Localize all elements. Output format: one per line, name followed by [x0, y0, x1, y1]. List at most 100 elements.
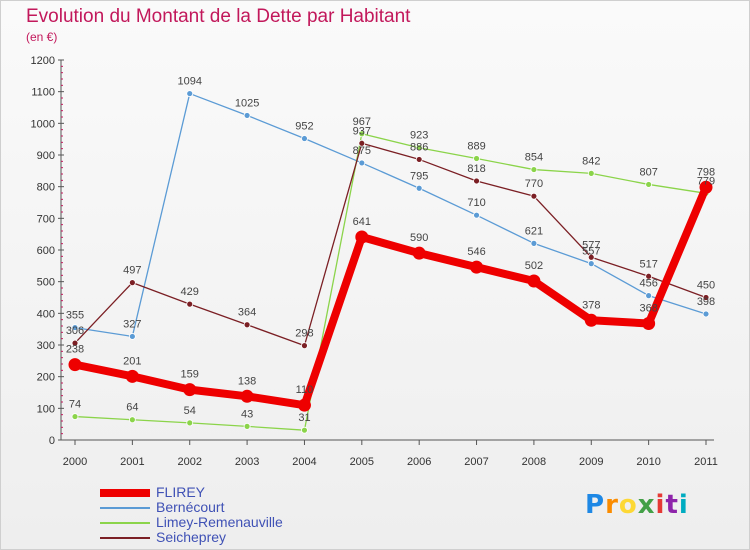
y-tick-label: 400 — [37, 308, 55, 320]
x-tick-label: 2011 — [694, 456, 718, 468]
data-label-seicheprey: 770 — [525, 178, 543, 190]
data-label-flirey: 201 — [123, 355, 141, 367]
data-point-seicheprey — [415, 156, 423, 163]
data-point-bernecourt — [186, 90, 194, 97]
data-point-flirey — [297, 398, 311, 412]
data-label-limey-remenauville: 889 — [467, 140, 485, 152]
y-tick-label: 800 — [37, 182, 55, 194]
series-line-bernecourt — [74, 92, 707, 338]
x-tick-label: 2008 — [522, 456, 546, 468]
x-tick-label: 2002 — [177, 456, 201, 468]
data-point-flirey — [240, 389, 254, 403]
y-tick-label: 0 — [49, 435, 55, 447]
data-point-limey-remenauville — [415, 144, 423, 152]
data-label-limey-remenauville: 923 — [410, 130, 428, 142]
data-point-seicheprey — [243, 321, 251, 329]
data-point-bernecourt — [415, 184, 423, 192]
data-point-bernecourt — [301, 135, 308, 142]
logo-letter: o — [618, 490, 638, 520]
data-label-flirey: 502 — [525, 260, 543, 272]
data-point-seicheprey — [71, 339, 79, 347]
data-label-bernecourt: 1094 — [177, 76, 201, 88]
x-tick-label: 2007 — [464, 456, 488, 468]
legend-label: Bernécourt — [156, 499, 225, 515]
y-tick-label: 1000 — [31, 118, 55, 130]
series-line-limey-remenauville — [74, 133, 707, 431]
data-point-limey-remenauville — [587, 169, 595, 177]
data-label-limey-remenauville: 54 — [184, 405, 196, 417]
y-tick-label: 200 — [37, 372, 55, 384]
data-label-limey-remenauville: 807 — [639, 166, 657, 178]
data-point-seicheprey — [473, 177, 480, 185]
logo-letter: t — [665, 490, 679, 520]
data-label-flirey: 138 — [238, 375, 256, 387]
data-point-flirey — [355, 230, 369, 244]
series-line-flirey — [71, 183, 710, 410]
data-point-flirey — [183, 383, 197, 397]
data-label-flirey: 238 — [66, 344, 84, 356]
data-label-limey-remenauville: 64 — [126, 402, 138, 414]
data-point-flirey — [527, 274, 541, 288]
data-point-flirey — [642, 316, 656, 330]
data-point-bernecourt — [587, 260, 595, 268]
logo-letter: i — [655, 490, 666, 520]
legend-label: Limey-Remenauville — [156, 514, 283, 530]
data-point-seicheprey — [587, 253, 595, 261]
legend-swatch — [100, 522, 150, 524]
data-point-limey-remenauville — [128, 416, 136, 424]
x-tick-label: 2000 — [63, 456, 87, 468]
proxiti-logo: Proxiti — [585, 490, 689, 520]
chart-subtitle: (en €) — [26, 30, 58, 44]
data-point-seicheprey — [186, 300, 194, 308]
data-label-seicheprey: 497 — [123, 265, 141, 277]
data-label-limey-remenauville: 74 — [69, 399, 81, 411]
data-point-flirey — [125, 369, 139, 383]
data-label-bernecourt: 557 — [582, 246, 600, 258]
data-point-seicheprey — [358, 139, 366, 147]
data-label-flirey: 159 — [181, 369, 199, 381]
data-point-bernecourt — [473, 211, 480, 219]
x-tick-label: 2006 — [407, 456, 431, 468]
legend-label: FLIREY — [156, 484, 206, 500]
data-label-limey-remenauville: 779 — [697, 175, 715, 187]
data-label-seicheprey: 450 — [697, 280, 715, 292]
data-label-bernecourt: 710 — [467, 197, 485, 209]
data-label-bernecourt: 398 — [697, 296, 715, 308]
data-label-seicheprey: 818 — [467, 163, 485, 175]
data-point-bernecourt — [358, 159, 366, 167]
data-point-bernecourt — [645, 292, 653, 300]
y-tick-label: 700 — [37, 213, 55, 225]
series-line-seicheprey — [74, 142, 707, 347]
y-tick-label: 1200 — [31, 55, 55, 67]
legend-swatch — [100, 489, 150, 497]
x-tick-label: 2005 — [350, 456, 374, 468]
data-label-seicheprey: 886 — [410, 141, 428, 153]
data-label-bernecourt: 795 — [410, 170, 428, 182]
data-label-bernecourt: 621 — [525, 225, 543, 237]
data-point-bernecourt — [530, 239, 538, 247]
logo-letter: r — [605, 490, 619, 520]
chart-title: Evolution du Montant de la Dette par Hab… — [26, 6, 411, 27]
data-label-bernecourt: 327 — [123, 318, 141, 330]
data-label-limey-remenauville: 31 — [298, 412, 310, 424]
data-point-bernecourt — [128, 333, 136, 340]
data-label-flirey: 110 — [296, 384, 314, 396]
logo-letter: i — [678, 490, 689, 520]
legend-swatch — [100, 507, 150, 509]
x-tick-label: 2001 — [120, 456, 144, 468]
x-tick-label: 2003 — [235, 456, 259, 468]
y-tick-label: 500 — [37, 277, 55, 289]
data-label-flirey: 798 — [697, 166, 715, 178]
data-label-flirey: 641 — [353, 216, 371, 228]
data-label-seicheprey: 298 — [295, 328, 313, 340]
data-label-flirey: 368 — [639, 302, 657, 314]
y-tick-label: 1100 — [31, 87, 55, 99]
data-point-flirey — [68, 358, 82, 372]
data-point-limey-remenauville — [243, 422, 251, 430]
data-label-flirey: 590 — [410, 232, 428, 244]
data-point-flirey — [584, 313, 598, 327]
data-point-seicheprey — [702, 294, 710, 301]
data-point-limey-remenauville — [530, 166, 538, 173]
data-point-seicheprey — [645, 272, 653, 280]
